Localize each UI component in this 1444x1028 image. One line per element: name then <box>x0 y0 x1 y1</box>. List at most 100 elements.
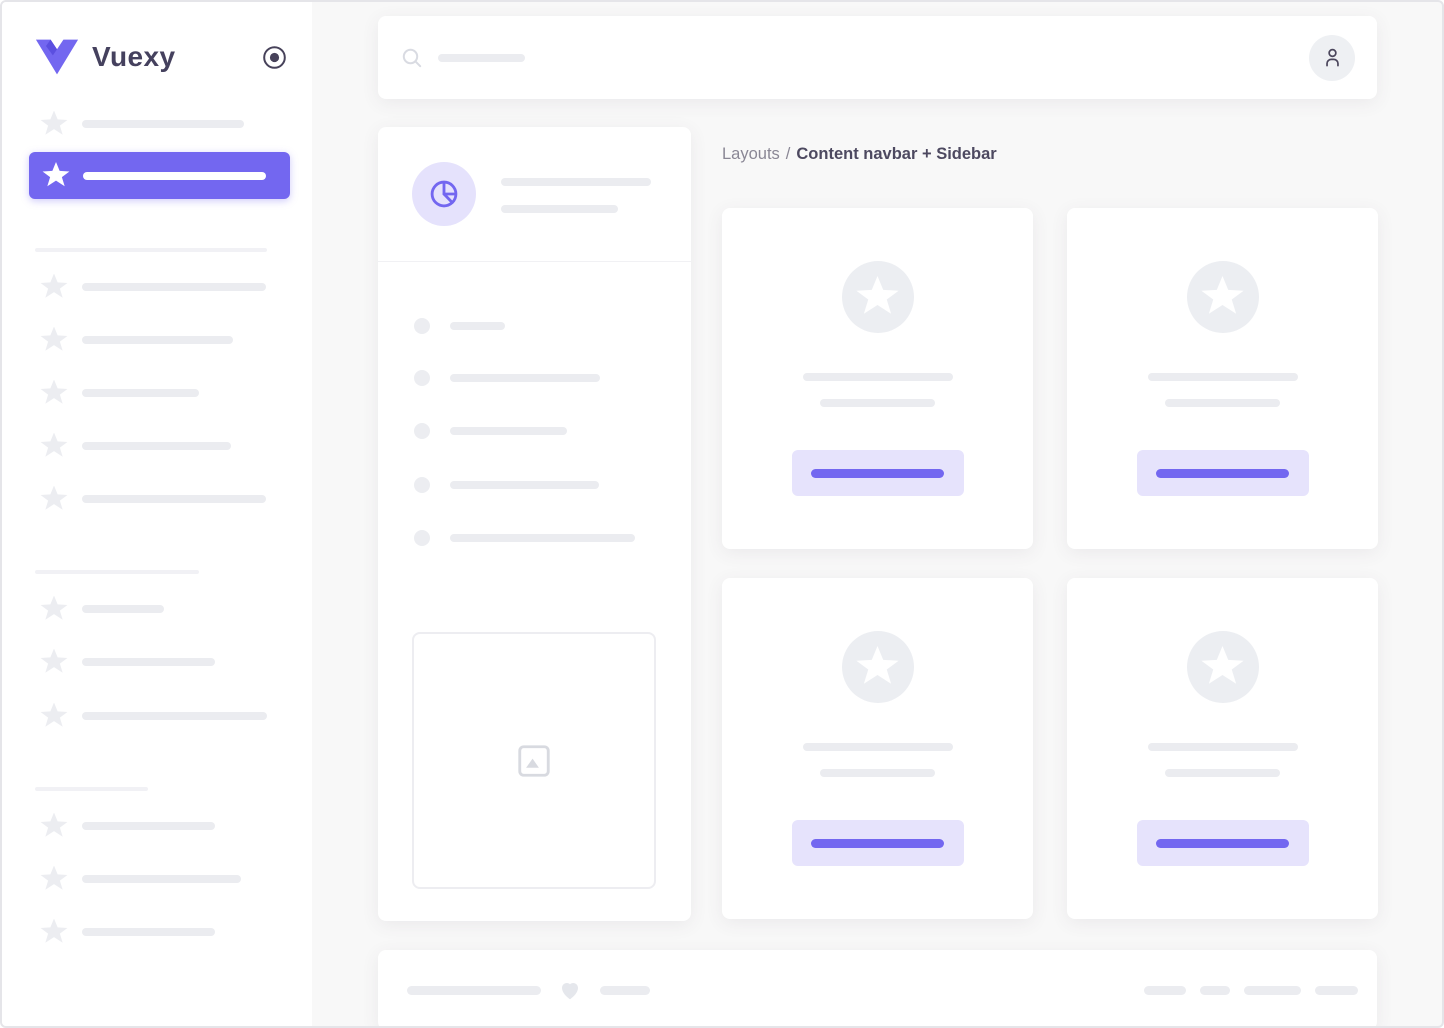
skeleton-line <box>82 875 241 883</box>
list-item[interactable] <box>414 370 600 386</box>
sidebar-section-label <box>35 787 148 791</box>
skeleton-line <box>450 322 505 330</box>
menu-pin-icon[interactable] <box>262 45 287 70</box>
skeleton-line <box>82 658 215 666</box>
sidebar-section-label <box>35 570 199 574</box>
skeleton-line <box>1165 399 1280 407</box>
skeleton-line <box>83 171 266 180</box>
panel-header <box>378 127 691 262</box>
skeleton-line <box>450 534 635 542</box>
sidebar-item[interactable] <box>40 110 244 138</box>
star-icon <box>40 432 68 457</box>
footer <box>378 950 1377 1026</box>
skeleton-line <box>820 399 935 407</box>
list-item[interactable] <box>414 530 635 546</box>
star-icon <box>40 326 68 351</box>
bullet-icon <box>414 370 430 386</box>
skeleton-line <box>82 336 233 344</box>
star-icon <box>40 379 68 404</box>
skeleton-line <box>1144 985 1186 995</box>
button-label-skeleton <box>811 468 944 478</box>
star-icon <box>40 595 68 620</box>
star-icon <box>40 812 68 837</box>
star-icon <box>1201 276 1244 314</box>
breadcrumb: Layouts / Content navbar + Sidebar <box>722 145 997 164</box>
sidebar-item[interactable] <box>40 432 231 460</box>
skeleton-line <box>450 481 599 489</box>
sidebar-item[interactable] <box>40 485 266 513</box>
list-item[interactable] <box>414 477 599 493</box>
top-navbar <box>378 16 1377 99</box>
sidebar-item[interactable] <box>40 273 266 301</box>
skeleton-line <box>407 985 541 995</box>
person-icon <box>1325 48 1339 67</box>
button-label-skeleton <box>811 838 944 848</box>
skeleton-line <box>450 374 600 382</box>
sidebar-item[interactable] <box>40 865 241 893</box>
search-icon[interactable] <box>400 46 424 70</box>
sidebar: Vuexy <box>2 2 312 1026</box>
user-avatar[interactable] <box>1309 34 1355 81</box>
sidebar-item[interactable] <box>40 326 233 354</box>
skeleton-line <box>82 822 215 830</box>
content-card <box>722 578 1033 919</box>
star-icon <box>1201 646 1244 684</box>
star-icon <box>40 648 68 673</box>
star-icon <box>40 485 68 510</box>
skeleton-line <box>802 743 953 751</box>
skeleton-line <box>820 769 935 777</box>
bullet-icon <box>414 423 430 439</box>
skeleton-line <box>1244 985 1301 995</box>
sidebar-item[interactable] <box>40 595 164 623</box>
skeleton-line <box>82 928 215 936</box>
skeleton-line <box>501 205 618 213</box>
card-action-button[interactable] <box>791 820 964 866</box>
bullet-icon <box>414 530 430 546</box>
sidebar-item-active[interactable] <box>29 152 290 199</box>
button-label-skeleton <box>1156 468 1289 478</box>
sidebar-item[interactable] <box>40 379 199 407</box>
list-item[interactable] <box>414 423 567 439</box>
skeleton-line <box>802 373 953 381</box>
star-icon <box>42 162 70 187</box>
pie-chart-icon <box>430 180 458 208</box>
star-badge <box>1186 631 1259 703</box>
breadcrumb-section[interactable]: Layouts <box>722 145 780 163</box>
breadcrumb-current: Content navbar + Sidebar <box>796 145 997 163</box>
skeleton-line <box>82 495 266 503</box>
skeleton-line <box>600 985 650 995</box>
sidebar-item[interactable] <box>40 918 215 946</box>
skeleton-line <box>1315 985 1358 995</box>
star-icon <box>40 273 68 298</box>
star-icon <box>40 865 68 890</box>
sidebar-item[interactable] <box>40 702 267 730</box>
skeleton-line <box>501 178 651 186</box>
skeleton-line <box>450 427 567 435</box>
skeleton-line <box>82 120 244 128</box>
card-action-button[interactable] <box>791 450 964 496</box>
sidebar-item[interactable] <box>40 812 215 840</box>
bullet-icon <box>414 318 430 334</box>
skeleton-line <box>82 605 164 613</box>
heart-icon <box>562 983 578 1000</box>
pie-chart-badge <box>412 162 476 226</box>
sidebar-item[interactable] <box>40 648 215 676</box>
skeleton-line <box>1165 769 1280 777</box>
content-card <box>722 208 1033 549</box>
skeleton-line <box>82 283 266 291</box>
list-item[interactable] <box>414 318 505 334</box>
button-label-skeleton <box>1156 838 1289 848</box>
star-icon <box>856 276 899 314</box>
star-badge <box>841 631 914 703</box>
content-card <box>1067 578 1378 919</box>
card-action-button[interactable] <box>1136 820 1309 866</box>
skeleton-line <box>1200 985 1230 995</box>
sidebar-section-label <box>35 248 267 252</box>
bullet-icon <box>414 477 430 493</box>
app-title: Vuexy <box>92 41 176 72</box>
skeleton-line <box>82 442 231 450</box>
search-placeholder-skeleton <box>438 53 525 62</box>
star-icon <box>40 918 68 943</box>
card-action-button[interactable] <box>1136 450 1309 496</box>
